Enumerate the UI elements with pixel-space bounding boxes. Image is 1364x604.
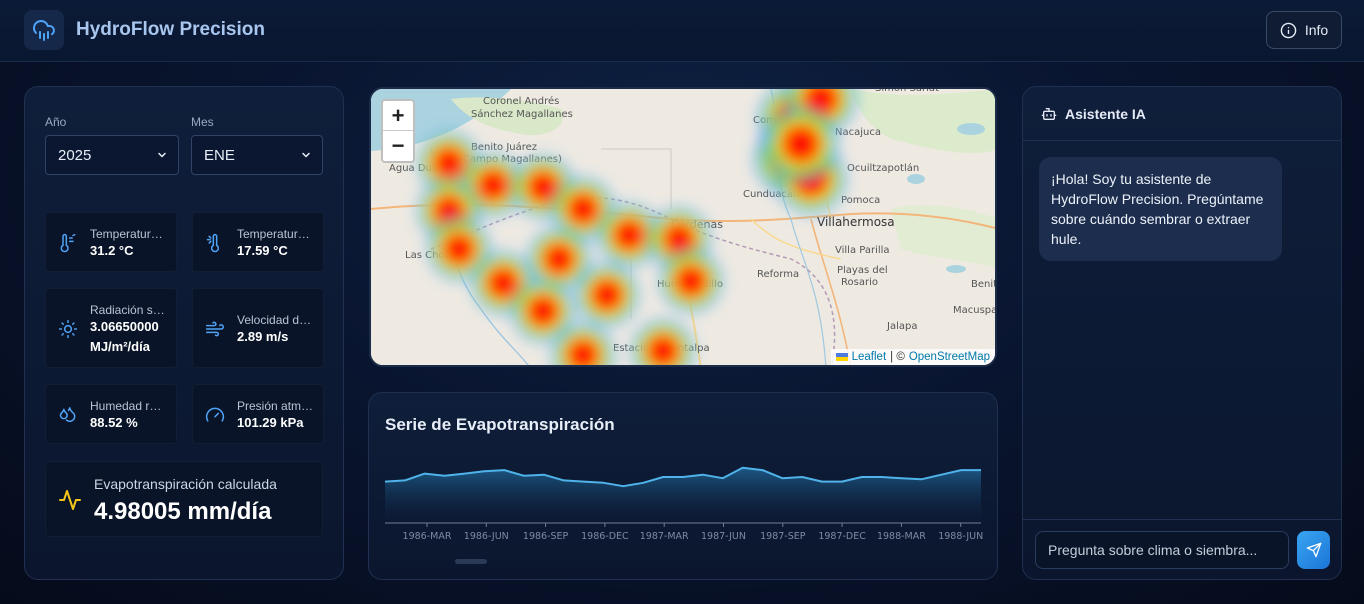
svg-text:Pomoca: Pomoca — [841, 195, 880, 206]
sun-icon — [58, 319, 78, 339]
zoom-control: + − — [381, 99, 415, 163]
chat-title: Asistente IA — [1065, 106, 1146, 122]
gauge-icon — [205, 407, 225, 422]
month-label: Mes — [191, 115, 214, 129]
metric-name: Velocidad del viento — [237, 313, 315, 327]
metric-name: Temperatura máxima — [90, 227, 168, 241]
svg-text:Sánchez Magallanes: Sánchez Magallanes — [471, 108, 573, 120]
droplets-icon — [59, 407, 76, 423]
metric-value: 2.89 m/s — [237, 329, 289, 344]
series-line — [384, 466, 981, 488]
metric-card-wind: Velocidad del viento 2.89 m/s — [192, 288, 324, 368]
attribution-separator: | © — [890, 351, 905, 363]
ukraine-flag-icon — [835, 353, 848, 361]
metric-card-radiation: Radiación solar 3.06650000 MJ/m²/día — [45, 288, 177, 368]
x-tick-label: 1987-DEC — [818, 531, 866, 542]
metric-name: Radiación solar — [90, 303, 168, 317]
wind-icon — [205, 321, 225, 337]
chevron-down-icon — [302, 152, 310, 158]
metric-name: Humedad relativa — [90, 399, 168, 413]
zoom-in-button[interactable]: + — [383, 101, 413, 131]
leaflet-link[interactable]: Leaflet — [851, 351, 887, 363]
cloud-rain-logo-icon — [24, 10, 64, 50]
map-attribution: Leaflet | © OpenStreetMap — [830, 349, 995, 365]
ai-assistant-panel: Asistente IA ¡Hola! Soy tu asistente de … — [1022, 86, 1342, 580]
svg-text:Rosario: Rosario — [841, 277, 878, 288]
heatmap-layer — [415, 89, 859, 365]
chart-scrollbar-handle[interactable] — [455, 559, 487, 564]
svg-text:Villahermosa: Villahermosa — [817, 215, 895, 229]
evapotranspiration-label: Evapotranspiración calculada — [94, 476, 277, 492]
x-tick-label: 1988-JUN — [938, 531, 983, 542]
map-tiles[interactable]: Coronel Andrés Sánchez Magallanes Benito… — [371, 89, 997, 367]
metric-value: 101.29 kPa — [237, 415, 304, 430]
svg-text:Playas del: Playas del — [837, 265, 888, 276]
metric-value: 31.2 °C — [90, 243, 134, 258]
metric-value: 88.52 % — [90, 415, 138, 430]
metric-card-humidity: Humedad relativa 88.52 % — [45, 384, 177, 444]
evapotranspiration-chart[interactable]: 1986-MAR 1986-JUN 1986-SEP 1986-DEC 1987-MAR… — [369, 393, 999, 581]
chevron-down-icon — [158, 152, 166, 158]
send-button[interactable] — [1297, 531, 1330, 569]
svg-text:Reforma: Reforma — [757, 269, 799, 280]
svg-text:Nacajuca: Nacajuca — [835, 127, 881, 138]
evapotranspiration-chart-panel: Serie de Evapotranspiración 1986-MAR 1986… — [368, 392, 998, 580]
chart-title: Serie de Evapotranspiración — [385, 415, 615, 434]
app-header: HydroFlow Precision Info — [0, 0, 1364, 62]
x-tick-label: 1988-MAR — [877, 531, 926, 542]
year-label: Año — [45, 115, 67, 129]
svg-text:Jalapa: Jalapa — [886, 321, 917, 332]
svg-text:Ocuiltzapotlán: Ocuiltzapotlán — [847, 162, 919, 174]
svg-text:Villa Parilla: Villa Parilla — [835, 245, 890, 256]
metric-card-max-temp: Temperatura máxima 31.2 °C — [45, 212, 177, 272]
x-tick-label: 1986-JUN — [464, 531, 509, 542]
metric-card-pressure: Presión atmosférica 101.29 kPa — [192, 384, 324, 444]
zoom-out-button[interactable]: − — [391, 133, 405, 158]
svg-text:Benito Juárez: Benito Juárez — [471, 141, 537, 153]
x-tick-label: 1987-JUN — [701, 531, 746, 542]
assistant-message: ¡Hola! Soy tu asistente de HydroFlow Pre… — [1039, 157, 1282, 261]
x-tick-label: 1986-SEP — [523, 531, 569, 542]
metric-name: Temperatura mínima — [237, 227, 315, 241]
metric-value: 17.59 °C — [237, 243, 288, 258]
heatmap-map[interactable]: Coronel Andrés Sánchez Magallanes Benito… — [369, 87, 997, 367]
svg-text:Benito: Benito — [971, 279, 997, 290]
info-button-label: Info — [1304, 22, 1329, 38]
info-button[interactable]: Info — [1266, 11, 1342, 49]
evapotranspiration-value: 4.98005 mm/día — [94, 498, 272, 525]
metric-value: 3.06650000 — [90, 319, 159, 334]
svg-text:Macuspana: Macuspana — [953, 305, 997, 316]
series-area — [385, 467, 981, 523]
bot-icon — [1041, 108, 1057, 120]
evapotranspiration-card: Evapotranspiración calculada 4.98005 mm/… — [45, 461, 323, 537]
svg-text:Simón Sarlat: Simón Sarlat — [875, 89, 939, 94]
x-tick-label: 1987-MAR — [640, 531, 689, 542]
month-select[interactable]: ENE — [191, 135, 323, 175]
activity-icon — [59, 490, 81, 510]
metric-value-unit: MJ/m²/día — [90, 339, 150, 354]
metric-name: Presión atmosférica — [237, 399, 315, 413]
chat-footer — [1023, 519, 1341, 581]
x-tick-label: 1986-MAR — [403, 531, 452, 542]
chat-header: Asistente IA — [1023, 87, 1341, 141]
month-value: ENE — [204, 146, 235, 164]
app-title: HydroFlow Precision — [76, 19, 265, 40]
svg-text:Coronel Andrés: Coronel Andrés — [483, 95, 559, 107]
send-icon — [1306, 542, 1321, 558]
thermometer-cold-icon — [206, 233, 220, 253]
info-icon — [1280, 22, 1297, 38]
x-tick-label: 1986-DEC — [581, 531, 629, 542]
year-value: 2025 — [58, 146, 92, 164]
metric-card-min-temp: Temperatura mínima 17.59 °C — [192, 212, 324, 272]
osm-link[interactable]: OpenStreetMap — [908, 351, 990, 363]
thermometer-hot-icon — [60, 233, 76, 253]
x-tick-label: 1987-SEP — [760, 531, 806, 542]
climate-panel: Año 2025 Mes ENE Temperatura máxima 31.2… — [24, 86, 344, 580]
year-select[interactable]: 2025 — [45, 135, 179, 175]
chat-input[interactable] — [1035, 531, 1289, 569]
